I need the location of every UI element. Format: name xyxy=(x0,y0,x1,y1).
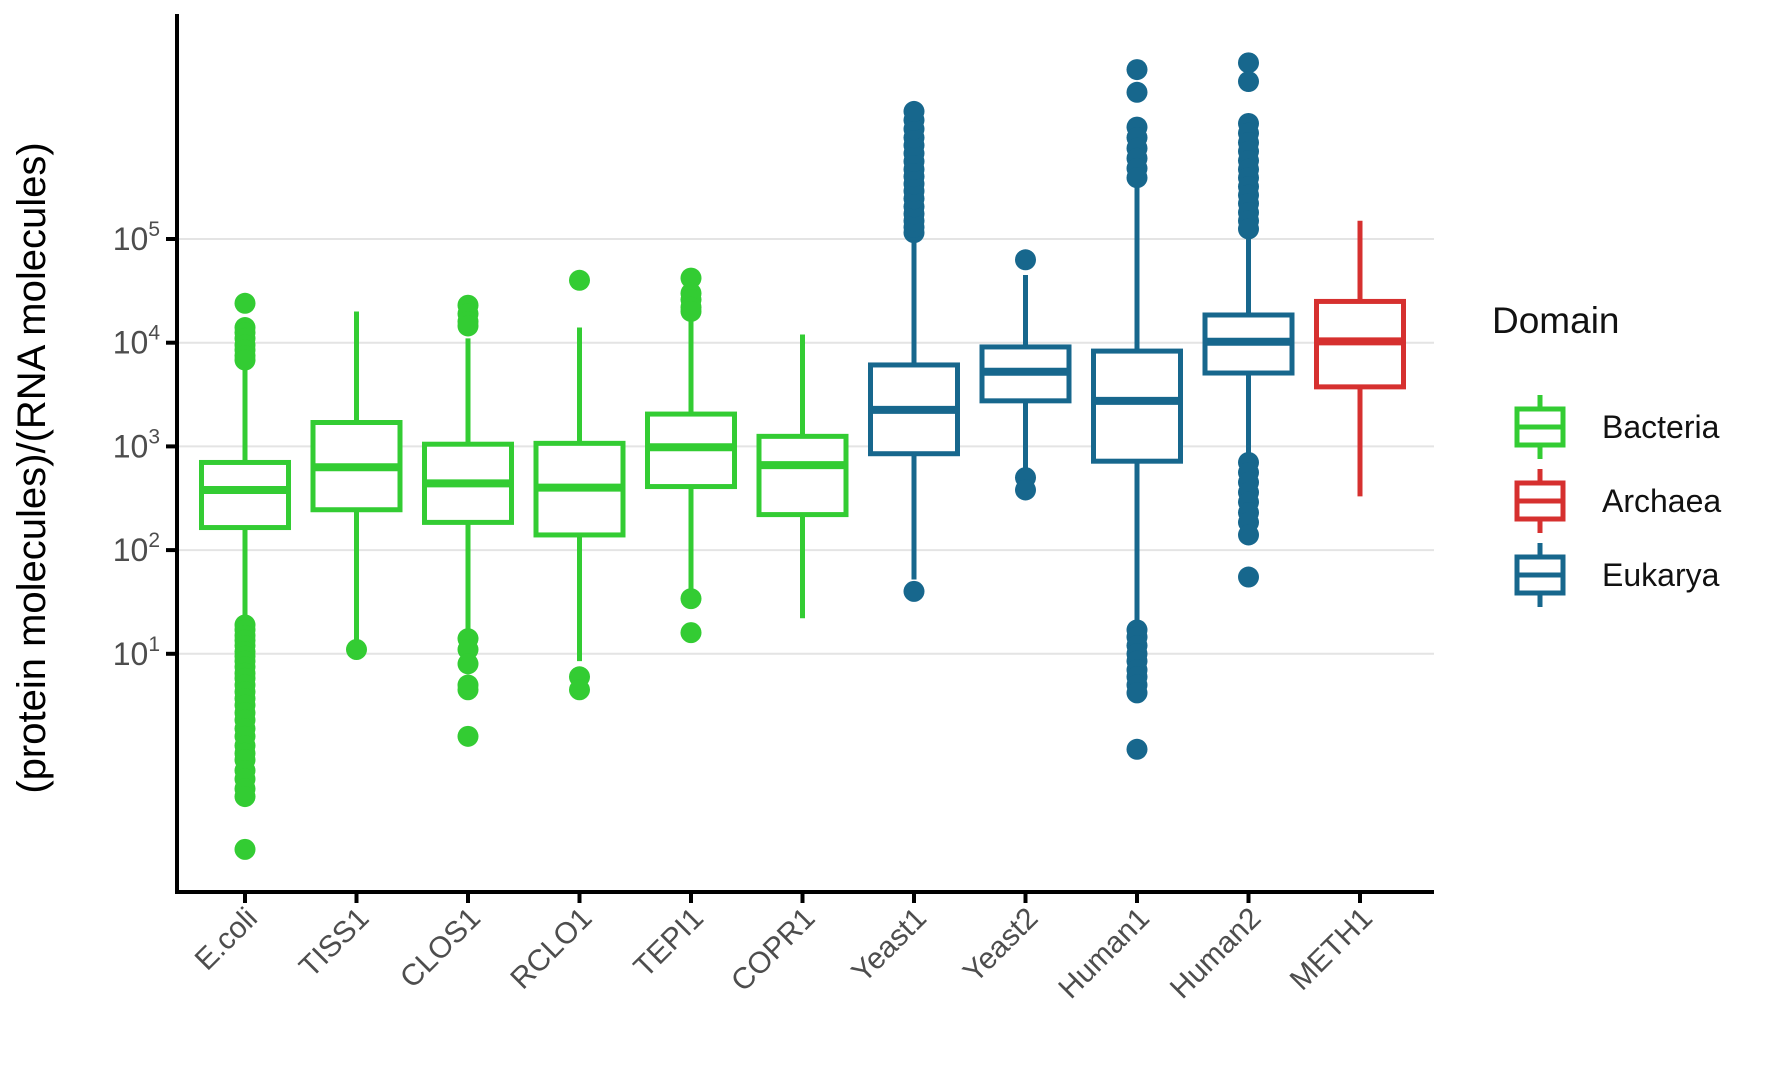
outlier-point xyxy=(457,315,479,337)
boxplot-TISS1 xyxy=(310,311,403,661)
x-tick-label: E.coli xyxy=(189,902,264,977)
legend-label: Archaea xyxy=(1602,482,1722,519)
outlier-point xyxy=(457,679,479,701)
x-tick-label: Human2 xyxy=(1164,902,1268,1006)
outlier-point xyxy=(1238,71,1259,93)
outlier-point xyxy=(569,679,590,701)
y-tick-label: 104 xyxy=(113,322,161,361)
boxplot-Yeast1 xyxy=(868,100,960,602)
legend-item-eukarya: Eukarya xyxy=(1492,538,1721,612)
boxplot-METH1 xyxy=(1314,220,1406,497)
outlier-point xyxy=(1126,59,1148,81)
iqr-box xyxy=(1091,348,1183,464)
outlier-point xyxy=(1126,682,1148,704)
boxplot-COPR1 xyxy=(756,334,849,619)
outlier-point xyxy=(1238,524,1259,546)
y-axis-title: (protein molecules)/(RNA molecules) xyxy=(10,142,54,794)
iqr-box xyxy=(756,433,849,518)
outlier-point xyxy=(1126,738,1148,760)
outlier-point xyxy=(680,300,702,322)
outlier-point xyxy=(234,292,256,314)
boxplot-key-icon xyxy=(1514,395,1566,459)
outlier-point xyxy=(569,269,590,291)
legend-label: Eukarya xyxy=(1602,556,1720,593)
outlier-point xyxy=(234,786,256,808)
outlier-point xyxy=(903,100,925,122)
boxplot-key-icon xyxy=(1514,543,1566,607)
y-tick-label: 102 xyxy=(113,529,160,568)
x-tick-label: RCLO1 xyxy=(504,902,598,996)
outlier-point xyxy=(346,639,367,661)
y-tick-label: 101 xyxy=(113,633,160,672)
legend-label: Bacteria xyxy=(1602,408,1720,445)
legend-item-bacteria: Bacteria xyxy=(1492,390,1721,464)
boxplot-CLOS1 xyxy=(422,294,514,747)
x-tick-label: CLOS1 xyxy=(394,902,487,995)
outlier-point xyxy=(680,267,702,289)
x-tick-label: TISS1 xyxy=(293,902,375,984)
outlier-point xyxy=(1238,52,1259,74)
outlier-point xyxy=(1238,218,1259,240)
legend-title: Domain xyxy=(1492,300,1620,341)
boxplot-TEPI1 xyxy=(645,267,737,644)
y-tick-label: 103 xyxy=(113,425,160,464)
boxplot-Human2 xyxy=(1202,52,1295,588)
y-tick-label: 105 xyxy=(113,218,160,257)
boxplot-Yeast2 xyxy=(979,249,1072,501)
x-tick-label: Yeast1 xyxy=(846,902,933,989)
outlier-point xyxy=(234,838,256,860)
legend-item-archaea: Archaea xyxy=(1492,464,1721,538)
iqr-box xyxy=(199,459,291,531)
outlier-point xyxy=(1238,566,1259,588)
outlier-point xyxy=(680,622,702,644)
outlier-point xyxy=(1015,249,1036,271)
outlier-point xyxy=(1015,479,1036,501)
x-tick-label: TEPI1 xyxy=(628,902,710,984)
outlier-point xyxy=(1126,167,1148,189)
x-tick-label: COPR1 xyxy=(725,902,821,998)
outlier-point xyxy=(1126,81,1148,103)
boxplot-Human1 xyxy=(1091,59,1183,760)
outlier-point xyxy=(457,653,479,675)
boxplot-key-icon xyxy=(1514,469,1566,533)
outlier-point xyxy=(457,725,479,747)
boxplot-RCLO1 xyxy=(533,269,626,701)
x-tick-label: Yeast2 xyxy=(957,902,1044,989)
outlier-point xyxy=(903,580,925,602)
outlier-point xyxy=(680,588,702,610)
boxplot-E.coli xyxy=(199,292,291,860)
outlier-point xyxy=(234,349,256,371)
x-tick-label: Human1 xyxy=(1052,902,1156,1006)
legend: Domain Bacteria Arc xyxy=(1492,300,1721,612)
x-tick-label: METH1 xyxy=(1284,902,1379,997)
